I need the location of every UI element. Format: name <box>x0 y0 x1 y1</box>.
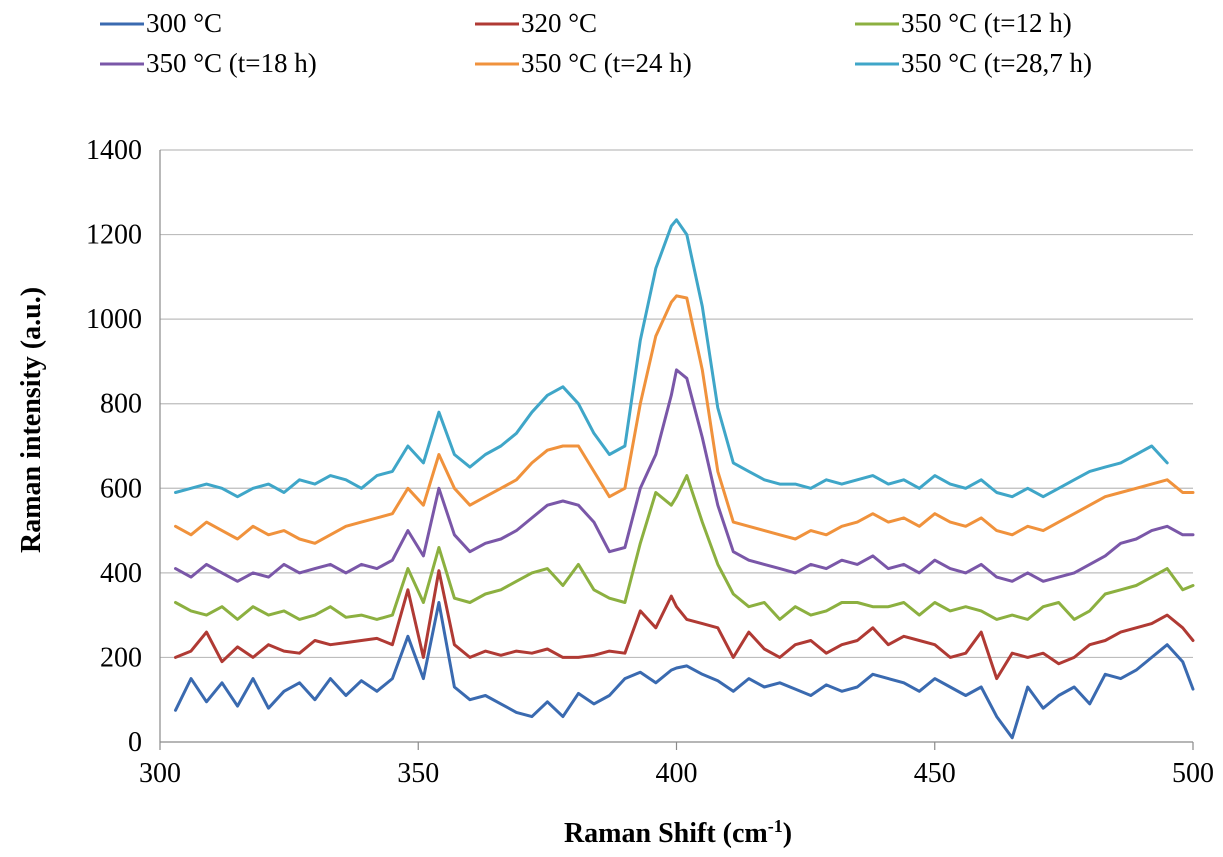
series-line-5 <box>174 294 1195 545</box>
x-axis-title-text: Raman Shift (cm <box>564 818 768 849</box>
legend-label: 350 °C (t=28,7 h) <box>901 48 1092 78</box>
legend-label: 350 °C (t=18 h) <box>146 48 317 78</box>
series-line-2 <box>174 569 1195 681</box>
y-tick-label: 600 <box>100 473 142 504</box>
series-lines <box>174 218 1195 740</box>
x-tick-labels: 300 350 400 450 500 <box>139 742 1214 789</box>
x-tick-label: 350 <box>397 758 439 789</box>
y-tick-label: 200 <box>100 642 142 673</box>
series-line-4 <box>174 368 1195 583</box>
y-tick-label: 800 <box>100 389 142 420</box>
x-axis-title-close: ) <box>783 818 792 849</box>
series-line-3 <box>174 474 1195 621</box>
x-tick-label: 300 <box>139 758 181 789</box>
y-tick-labels: 0 200 400 600 800 1000 1200 1400 <box>86 135 142 758</box>
series-line-6 <box>174 218 1169 499</box>
x-tick-label: 450 <box>914 758 956 789</box>
x-tick-label: 500 <box>1172 758 1214 789</box>
y-tick-label: 1000 <box>86 304 142 335</box>
x-axis-title-superscript: -1 <box>768 816 783 836</box>
legend-label: 300 °C <box>146 8 222 38</box>
y-axis-title: Raman intensity (a.u.) <box>16 287 47 553</box>
gridlines <box>160 149 1193 659</box>
legend-label: 350 °C (t=12 h) <box>901 8 1072 38</box>
y-tick-label: 1400 <box>86 135 142 166</box>
y-tick-label: 400 <box>100 558 142 589</box>
legend-label: 350 °C (t=24 h) <box>521 48 692 78</box>
y-tick-label: 1200 <box>86 220 142 251</box>
y-tick-label: 0 <box>128 727 142 758</box>
legend: 300 °C 320 °C 350 °C (t=12 h) 350 °C (t=18 … <box>100 8 1092 78</box>
legend-label: 320 °C <box>521 8 597 38</box>
series-line-1 <box>174 601 1195 740</box>
x-tick-label: 400 <box>656 758 698 789</box>
x-axis-title: Raman Shift (cm-1) <box>564 816 792 849</box>
